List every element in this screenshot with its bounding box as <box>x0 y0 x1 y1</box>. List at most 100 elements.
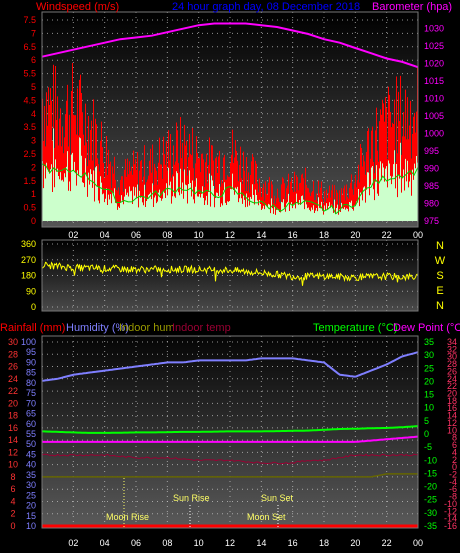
rain-tick-label: 28 <box>8 349 18 359</box>
barometer-tick-label: 975 <box>424 216 439 226</box>
rain-tick-label: 20 <box>8 398 18 408</box>
rain-tick-label: 18 <box>8 411 18 421</box>
dewpoint-tick-label: 32 <box>447 344 457 354</box>
wind-tick-label: 2 <box>31 162 36 172</box>
barometer-tick-label: 1000 <box>424 129 444 139</box>
sun-set-label: Sun Set <box>261 493 294 503</box>
temperature-tick-label: -35 <box>424 521 437 531</box>
rain-tick-label: 6 <box>10 484 15 494</box>
direction-tick-label: 180 <box>21 271 36 281</box>
dewpoint-tick-label: 16 <box>447 403 457 413</box>
rain-tick-label: 10 <box>8 460 18 470</box>
dewpoint-tick-label: 2 <box>452 455 457 465</box>
rain-tick-label: 12 <box>8 447 18 457</box>
wind-x-tick-label: 08 <box>162 230 172 240</box>
dewpoint-tick-label: -6 <box>449 484 457 494</box>
wind-x-tick-label: 22 <box>382 230 392 240</box>
temp-x-tick-label: 10 <box>194 538 204 548</box>
wind-x-tick-label: 00 <box>413 230 423 240</box>
compass-label: E <box>436 285 443 297</box>
dewpoint-tick-label: 22 <box>447 381 457 391</box>
temperature-line <box>42 425 419 434</box>
wind-tick-label: 7 <box>31 28 36 38</box>
barometer-tick-label: 995 <box>424 146 439 156</box>
wind-tick-label: 0.5 <box>23 203 36 213</box>
barometer-tick-label: 980 <box>424 199 439 209</box>
compass-label: N <box>436 240 444 252</box>
barometer-tick-label: 985 <box>424 181 439 191</box>
direction-tick-label: 360 <box>21 239 36 249</box>
rain-tick-label: 26 <box>8 362 18 372</box>
dewpoint-tick-label: 24 <box>447 374 457 384</box>
humidity-tick-label: 90 <box>26 357 36 367</box>
humidity-tick-label: 35 <box>26 470 36 480</box>
humidity-tick-label: 60 <box>26 419 36 429</box>
dewpoint-tick-label: 8 <box>452 433 457 443</box>
barometer-tick-label: 1015 <box>424 76 444 86</box>
wind-x-tick-label: 16 <box>288 230 298 240</box>
indoor-hum-legend: Indoor hum <box>119 322 175 334</box>
tick-layer: 7.576.565.554.543.532.521.510.5010301025… <box>8 15 457 548</box>
wind-x-tick-label: 12 <box>225 230 235 240</box>
temp-x-tick-label: 16 <box>288 538 298 548</box>
temp-x-tick-label: 14 <box>256 538 266 548</box>
moon-rise-label: Moon Rise <box>106 512 149 522</box>
rain-tick-label: 24 <box>8 374 18 384</box>
wind-x-tick-label: 20 <box>350 230 360 240</box>
rainfall-axis-title: Rainfall (mm) <box>0 322 65 334</box>
dewpoint-axis-title: Dew Point (°C) <box>393 322 460 334</box>
barometer-line <box>41 22 419 69</box>
temp-x-tick-label: 00 <box>413 538 423 548</box>
temp-x-tick-label: 08 <box>162 538 172 548</box>
humidity-line <box>41 351 419 382</box>
dewpoint-tick-label: 4 <box>452 447 457 457</box>
compass-label: W <box>435 255 446 267</box>
humidity-tick-label: 80 <box>26 378 36 388</box>
wind-x-tick-label: 18 <box>319 230 329 240</box>
temp-x-tick-label: 22 <box>382 538 392 548</box>
temperature-tick-label: -25 <box>424 495 437 505</box>
temperature-tick-label: -15 <box>424 468 437 478</box>
moon-set-label: Moon Set <box>247 512 286 522</box>
temperature-tick-label: 35 <box>424 337 434 347</box>
humidity-tick-label: 25 <box>26 490 36 500</box>
humidity-tick-label: 75 <box>26 388 36 398</box>
wind-tick-label: 0 <box>31 216 36 226</box>
rain-tick-label: 14 <box>8 435 18 445</box>
dewpoint-tick-label: -8 <box>449 492 457 502</box>
temperature-tick-label: 10 <box>424 403 434 413</box>
direction-tick-label: 90 <box>26 286 36 296</box>
windspeed-line <box>41 163 419 215</box>
humidity-tick-label: 15 <box>26 511 36 521</box>
temperature-tick-label: 25 <box>424 363 434 373</box>
wind-tick-label: 2.5 <box>23 149 36 159</box>
dewpoint-tick-label: -4 <box>449 477 457 487</box>
direction-panel-frame <box>41 239 419 312</box>
temperature-tick-label: 30 <box>424 350 434 360</box>
wind-tick-label: 3 <box>31 136 36 146</box>
windspeed-axis-title: Windspeed (m/s) <box>36 1 119 13</box>
temperature-tick-label: 5 <box>424 416 429 426</box>
humidity-tick-label: 85 <box>26 368 36 378</box>
graph-title: 24 hour graph day, 08 December 2018 <box>172 1 360 13</box>
rain-tick-label: 2 <box>10 509 15 519</box>
dewpoint-tick-label: 30 <box>447 352 457 362</box>
barometer-tick-label: 1025 <box>424 41 444 51</box>
rain-tick-label: 8 <box>10 472 15 482</box>
humidity-tick-label: 20 <box>26 501 36 511</box>
temperature-tick-label: 15 <box>424 390 434 400</box>
wind-panel-frame <box>41 11 419 228</box>
sun-rise-label: Sun Rise <box>173 493 210 503</box>
data-layer <box>41 22 419 528</box>
dewpoint-tick-label: -14 <box>444 514 457 524</box>
dewpoint-tick-label: 14 <box>447 411 457 421</box>
rain-tick-label: 4 <box>10 496 15 506</box>
humidity-tick-label: 40 <box>26 460 36 470</box>
humidity-axis-title: Humidity (%) <box>66 322 129 334</box>
wind-x-tick-label: 06 <box>131 230 141 240</box>
dewpoint-tick-label: 20 <box>447 389 457 399</box>
barometer-tick-label: 1030 <box>424 24 444 34</box>
dewpoint-tick-label: 12 <box>447 418 457 428</box>
